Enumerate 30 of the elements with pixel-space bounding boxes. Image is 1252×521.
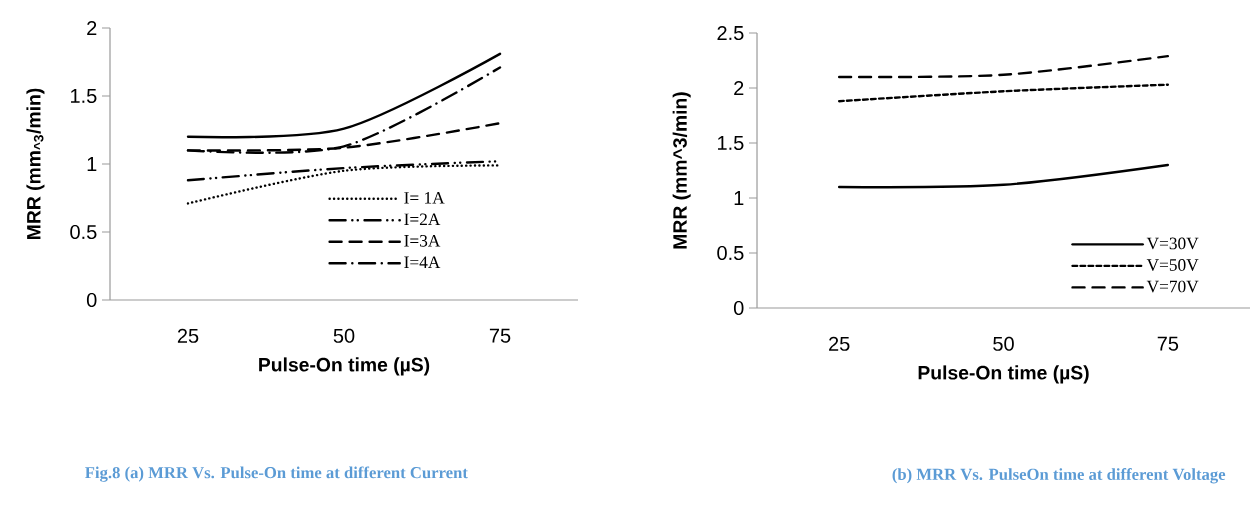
legend-label: V=70V bbox=[1146, 280, 1199, 293]
y-tick-label: 1 bbox=[734, 191, 744, 205]
x-tick-label: 75 bbox=[1157, 336, 1179, 351]
y-axis-title: MRR (mm^3/min) bbox=[672, 92, 691, 249]
y-tick-label: 2 bbox=[87, 21, 97, 35]
y-tick-label: 1.5 bbox=[71, 89, 97, 103]
y-tick-label: 0.5 bbox=[717, 245, 744, 261]
legend-label: I=2A bbox=[404, 213, 441, 225]
y-tick-label: 1.5 bbox=[718, 136, 744, 150]
y-tick-label: 0.5 bbox=[70, 224, 97, 240]
y-axis-title: MRR (mm$_{^3}$/min) bbox=[26, 88, 45, 239]
x-axis-title: Pulse-On time (µS) bbox=[259, 357, 430, 376]
y-tick-label: 0 bbox=[733, 300, 744, 316]
y-tick-label: 0 bbox=[86, 292, 97, 308]
y-tick-label: 2 bbox=[734, 81, 744, 95]
x-tick-label: 50 bbox=[993, 336, 1014, 351]
legend-label: V=50V bbox=[1146, 259, 1199, 271]
y-tick-label: 2.5 bbox=[717, 25, 744, 41]
caption: Fig.8 (a) MRR Vs. Pulse-On time at different Current bbox=[85, 466, 468, 482]
x-tick-label: 50 bbox=[333, 328, 355, 343]
y-tick-label: 1 bbox=[87, 157, 97, 171]
x-axis-title: Pulse-On time (µS) bbox=[918, 365, 1089, 384]
legend-label: I=4A bbox=[404, 256, 441, 268]
x-tick-label: 25 bbox=[177, 328, 199, 343]
legend-label: I= 1A bbox=[404, 192, 445, 204]
text: (b) MRR Vs. PulseOn time at different Voltage bbox=[892, 468, 1226, 484]
legend-label: I=3A bbox=[404, 235, 441, 247]
x-tick-label: 75 bbox=[489, 328, 511, 343]
x-tick-label: 25 bbox=[829, 336, 850, 351]
legend-label: V=30V bbox=[1146, 237, 1199, 250]
